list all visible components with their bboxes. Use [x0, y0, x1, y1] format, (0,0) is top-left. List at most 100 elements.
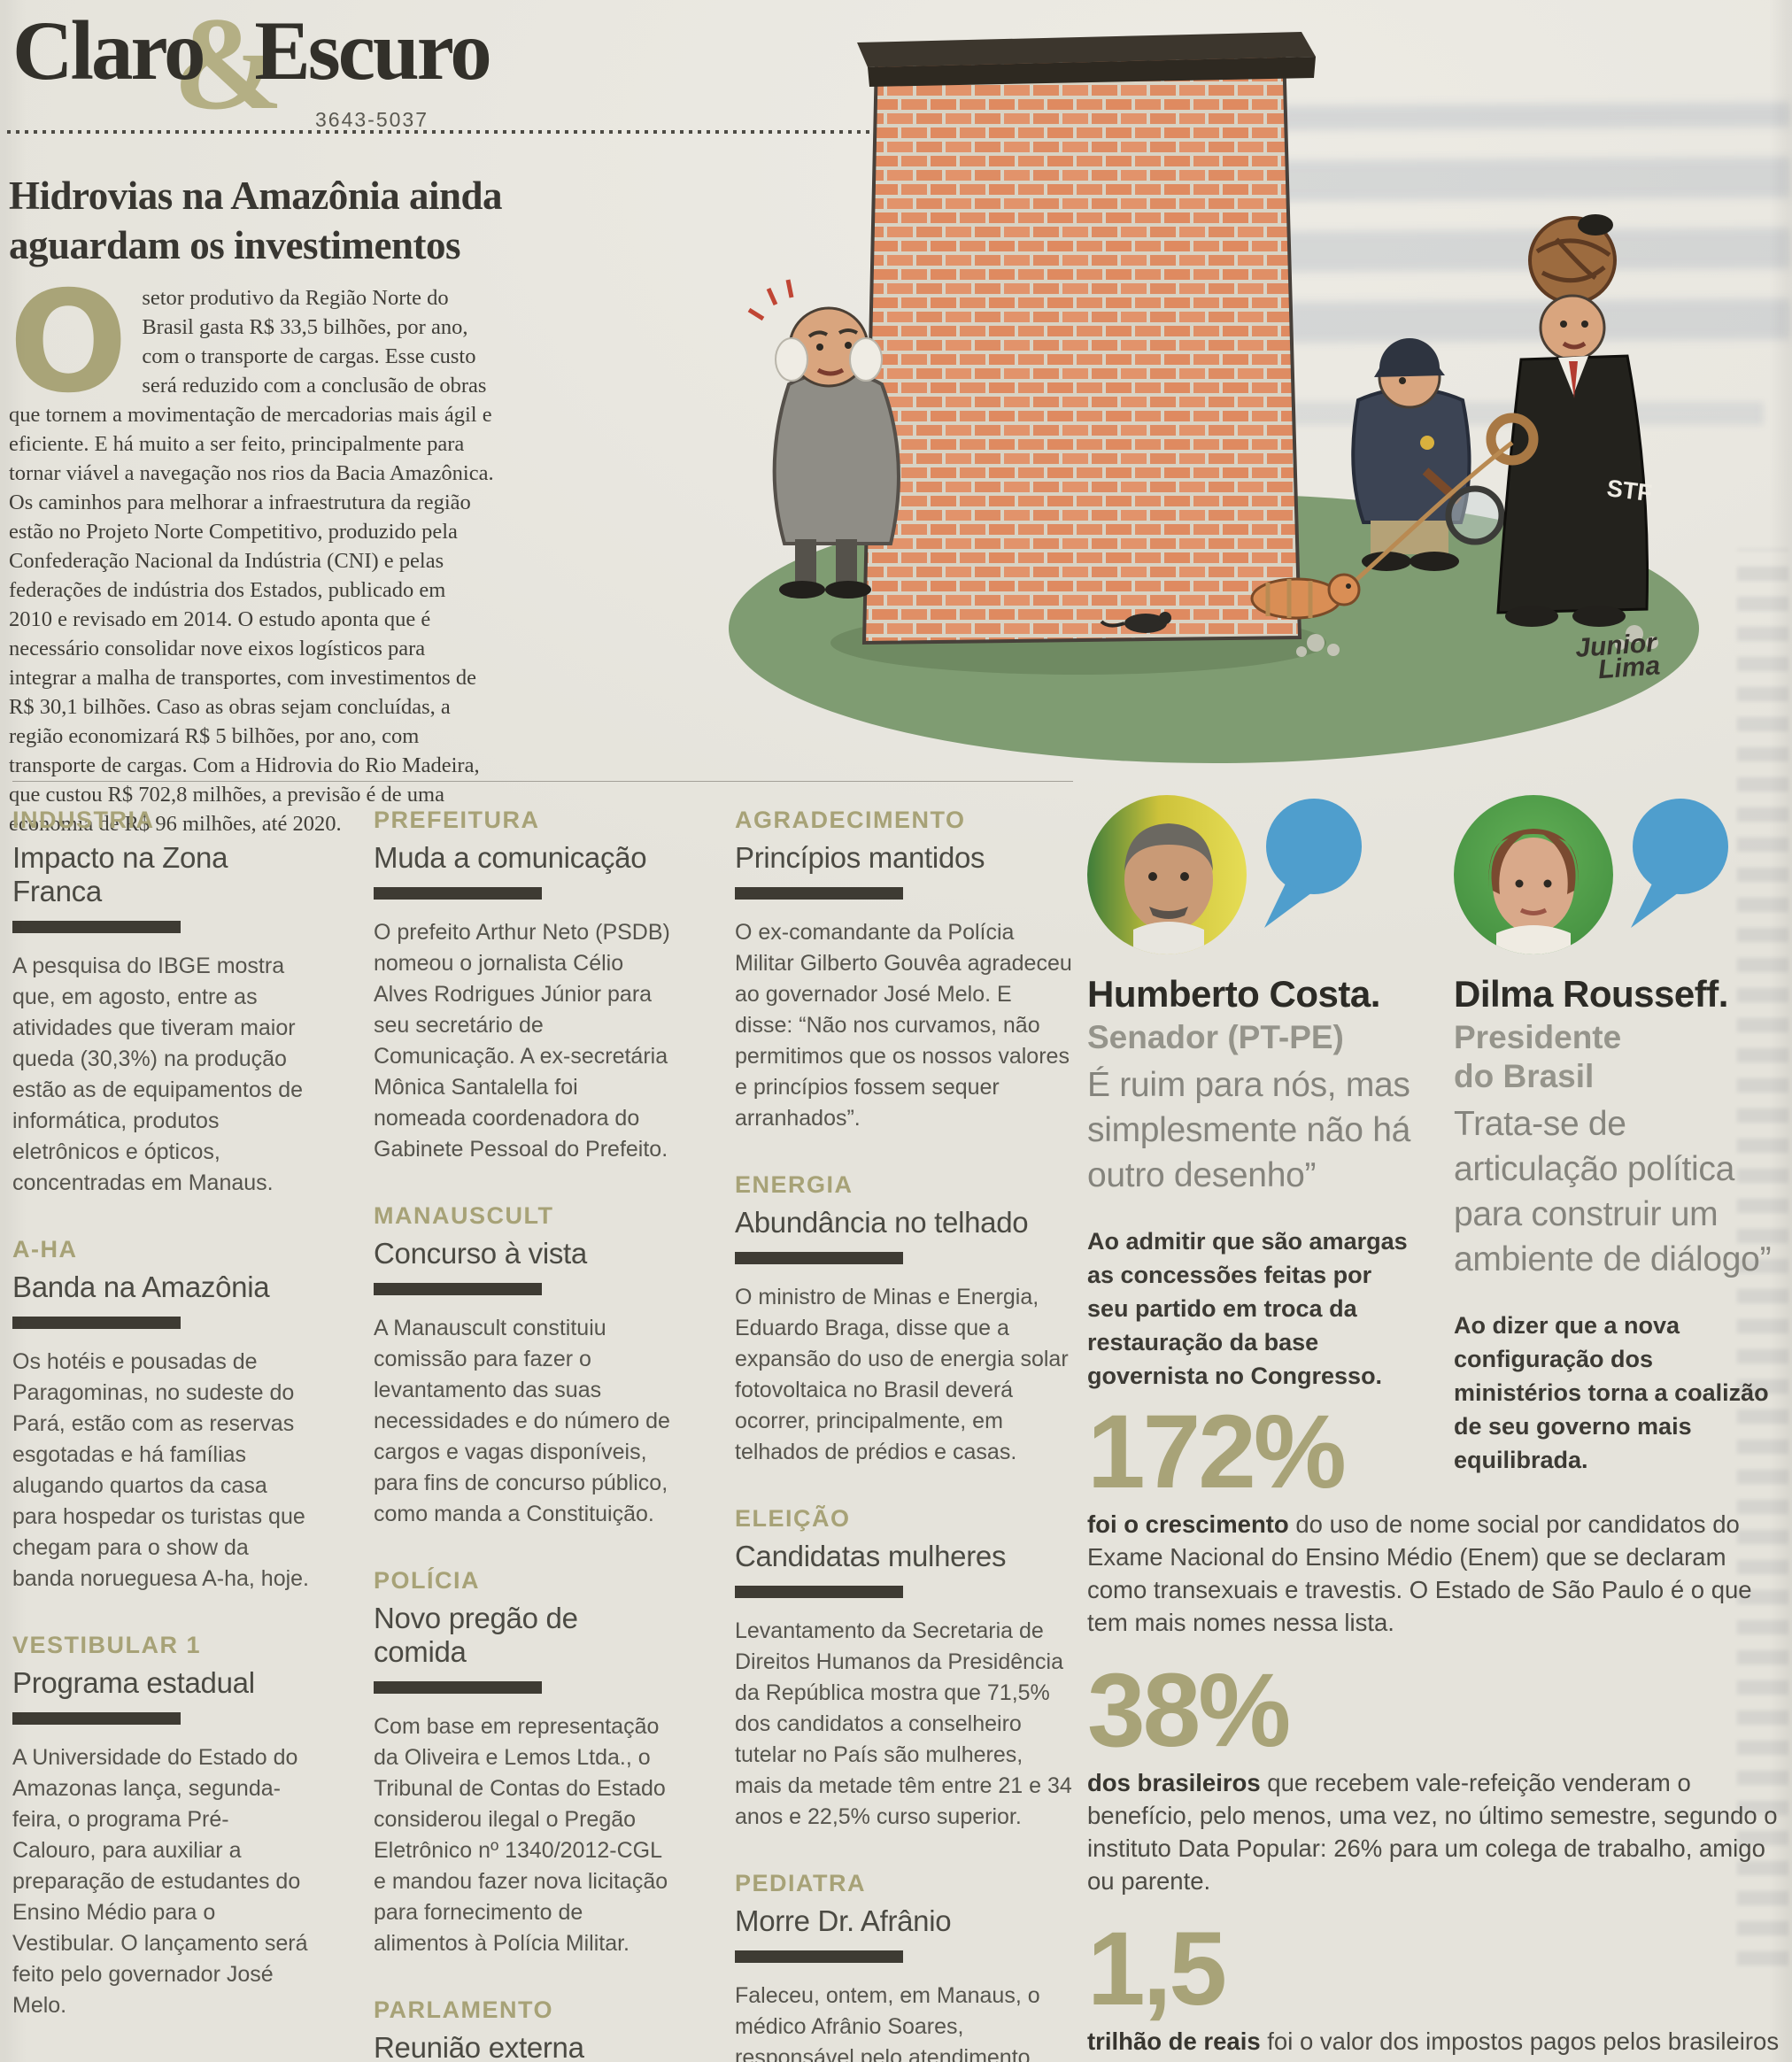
brief-aha: A-HA Banda na Amazônia Os hotéis e pousa…	[12, 1236, 312, 1595]
cartoon-left-figure	[747, 279, 900, 599]
speech-bubble-icon	[1264, 799, 1362, 928]
briefs-column-3: AGRADECIMENTO Princípios mantidos O ex-c…	[735, 807, 1073, 2062]
brief-kicker: PARLAMENTO	[374, 1996, 553, 2023]
statistics-block: 172% foi o crescimento do uso de nome so…	[1087, 1394, 1790, 2062]
quote-text: É ruim para nós, mas simplesmente não há…	[1087, 1066, 1411, 1194]
stat-38: 38% dos brasileiros que recebem vale-ref…	[1087, 1652, 1790, 1897]
masthead-title-part1: Claro	[12, 4, 205, 97]
title-underline-bar	[735, 1950, 903, 1963]
stat-1-5: 1,5 trilhão de reais foi o valor dos imp…	[1087, 1911, 1790, 2062]
brief-title: Programa estadual	[12, 1666, 255, 1699]
brief-pediatra: PEDIATRA Morre Dr. Afrânio Faleceu, onte…	[735, 1870, 1073, 2062]
title-underline-bar	[735, 1252, 903, 1264]
brief-kicker: INDUSTRIA	[12, 807, 155, 833]
brief-eleicao: ELEIÇÃO Candidatas mulheres Levantamento…	[735, 1505, 1073, 1833]
brief-body: A pesquisa do IBGE mostra que, em agosto…	[12, 954, 304, 1195]
brief-body: O ministro de Minas e Energia, Eduardo B…	[735, 1285, 1069, 1464]
avatar-row	[1087, 795, 1434, 954]
cartoon-rat	[1100, 612, 1171, 633]
brief-kicker: PREFEITURA	[374, 807, 540, 833]
brief-kicker: POLÍCIA	[374, 1567, 481, 1594]
brief-body: Faleceu, ontem, em Manaus, o médico Afrâ…	[735, 1983, 1040, 2062]
stat-lead: foi o crescimento	[1087, 1510, 1289, 1538]
drop-cap: O	[9, 261, 128, 424]
avatar	[1454, 795, 1613, 954]
cartoon-investigator-figure	[1351, 338, 1505, 571]
briefs-column-1: INDUSTRIA Impacto na Zona Franca A pesqu…	[12, 807, 312, 2062]
brief-kicker: PEDIATRA	[735, 1870, 867, 1896]
brief-kicker: VESTIBULAR 1	[12, 1632, 202, 1658]
dilma-rousseff-photo	[1454, 795, 1613, 954]
quote-caption: Ao dizer que a nova configuração dos min…	[1454, 1312, 1769, 1473]
brief-body: Os hotéis e pousadas de Paragominas, no …	[12, 1349, 309, 1591]
stat-lead: trilhão de reais	[1087, 2027, 1261, 2055]
brief-title: Concurso à vista	[374, 1237, 587, 1270]
cartoon-tied-creature	[1250, 573, 1361, 620]
brief-title: Reunião externa	[374, 2031, 584, 2062]
stat-value: 172%	[1087, 1394, 1347, 1510]
brief-policia: POLÍCIA Novo pregão de comida Com base e…	[374, 1567, 673, 1959]
brief-body: Levantamento da Secretaria de Direitos H…	[735, 1618, 1072, 1829]
quote-card-dilma-rousseff: Dilma Rousseff. Presidente do Brasil Tra…	[1454, 795, 1792, 1477]
quote-speaker-name: Humberto Costa.	[1087, 973, 1380, 1015]
brief-industria: INDUSTRIA Impacto na Zona Franca A pesqu…	[12, 807, 312, 1199]
stat-value: 1,5	[1087, 1911, 1227, 2028]
avatar	[1087, 795, 1247, 954]
brief-vestibular1: VESTIBULAR 1 Programa estadual A Univers…	[12, 1632, 312, 2021]
brief-energia: ENERGIA Abundância no telhado O ministro…	[735, 1171, 1073, 1468]
quote-speaker-name: Dilma Rousseff.	[1454, 973, 1728, 1015]
cartoon-brick-tower	[861, 47, 1302, 645]
brief-title: Princípios mantidos	[735, 841, 985, 874]
brief-kicker: AGRADECIMENTO	[735, 807, 966, 833]
title-underline-bar	[374, 1283, 542, 1295]
brief-title: Abundância no telhado	[735, 1206, 1029, 1239]
lead-text: setor produtivo da Região Norte do Brasi…	[9, 286, 494, 836]
brief-title: Muda a comunicação	[374, 841, 647, 874]
title-underline-bar	[374, 1681, 542, 1694]
brief-body: A Universidade do Estado do Amazonas lan…	[12, 1745, 308, 2018]
avatar-row	[1454, 795, 1792, 954]
dotted-divider	[7, 130, 1105, 134]
humberto-costa-photo	[1087, 795, 1247, 954]
stat-172: 172% foi o crescimento do uso de nome so…	[1087, 1394, 1790, 1639]
stat-text: trilhão de reais foi o valor dos imposto…	[1087, 2025, 1790, 2062]
brief-title: Novo pregão de comida	[374, 1602, 578, 1668]
brief-vestibular2: VESTIBULAR 2 Via TV e internet O projeto…	[12, 2058, 312, 2062]
quote-speaker-role: Presidente do Brasil	[1454, 1019, 1622, 1094]
title-underline-bar	[735, 887, 903, 900]
brief-agradecimento: AGRADECIMENTO Princípios mantidos O ex-c…	[735, 807, 1073, 1134]
brief-body: O prefeito Arthur Neto (PSDB) nomeou o j…	[374, 920, 670, 1162]
quote-card-humberto-costa: Humberto Costa. Senador (PT-PE) É ruim p…	[1087, 795, 1434, 1393]
stat-text: dos brasileiros que recebem vale-refeiçã…	[1087, 1766, 1790, 1897]
cartoon-dust-puffs	[1296, 625, 1658, 657]
stat-text: foi o crescimento do uso de nome social …	[1087, 1508, 1790, 1639]
title-underline-bar	[12, 1317, 181, 1329]
quote-speaker-role: Senador (PT-PE)	[1087, 1019, 1344, 1055]
masthead-title-part2: Escuro	[254, 4, 491, 97]
brief-title: Candidatas mulheres	[735, 1540, 1007, 1572]
brief-kicker: ELEIÇÃO	[735, 1505, 851, 1532]
lead-headline: Hidrovias na Amazônia ainda aguardam os …	[9, 174, 503, 268]
title-underline-bar	[12, 921, 181, 933]
masthead-phone: 3643-5037	[315, 108, 429, 131]
column-masthead: Claro & Escuro 3643-5037	[12, 0, 632, 137]
stat-rest: do uso de nome social por candidatos do …	[1087, 1510, 1752, 1636]
title-underline-bar	[374, 887, 542, 900]
brief-parlamento: PARLAMENTO Reunião externa Por sugestão …	[374, 1996, 673, 2062]
brief-body: Com base em representação da Oliveira e …	[374, 1714, 668, 1956]
brief-prefeitura: PREFEITURA Muda a comunicação O prefeito…	[374, 807, 673, 1165]
cartoon-signature: Junior Lima	[1574, 628, 1666, 686]
brief-title: Morre Dr. Afrânio	[735, 1904, 952, 1937]
brief-title: Impacto na Zona Franca	[12, 841, 228, 907]
brief-kicker: VESTIBULAR 2	[12, 2058, 312, 2062]
brief-body: A Manauscult constituiu comissão para fa…	[374, 1316, 670, 1526]
title-underline-bar	[735, 1586, 903, 1598]
masthead-ampersand: &	[173, 0, 283, 137]
editorial-cartoon-illustration: STF Junior Lima	[729, 32, 1699, 763]
stat-rest: que recebem vale-refeição venderam o ben…	[1087, 1768, 1778, 1895]
stat-value: 38%	[1087, 1652, 1291, 1770]
quote-caption: Ao admitir que são amargas as concessões…	[1087, 1228, 1408, 1389]
brief-body: O ex-comandante da Polícia Militar Gilbe…	[735, 920, 1072, 1131]
speech-bubble-icon	[1631, 799, 1728, 928]
